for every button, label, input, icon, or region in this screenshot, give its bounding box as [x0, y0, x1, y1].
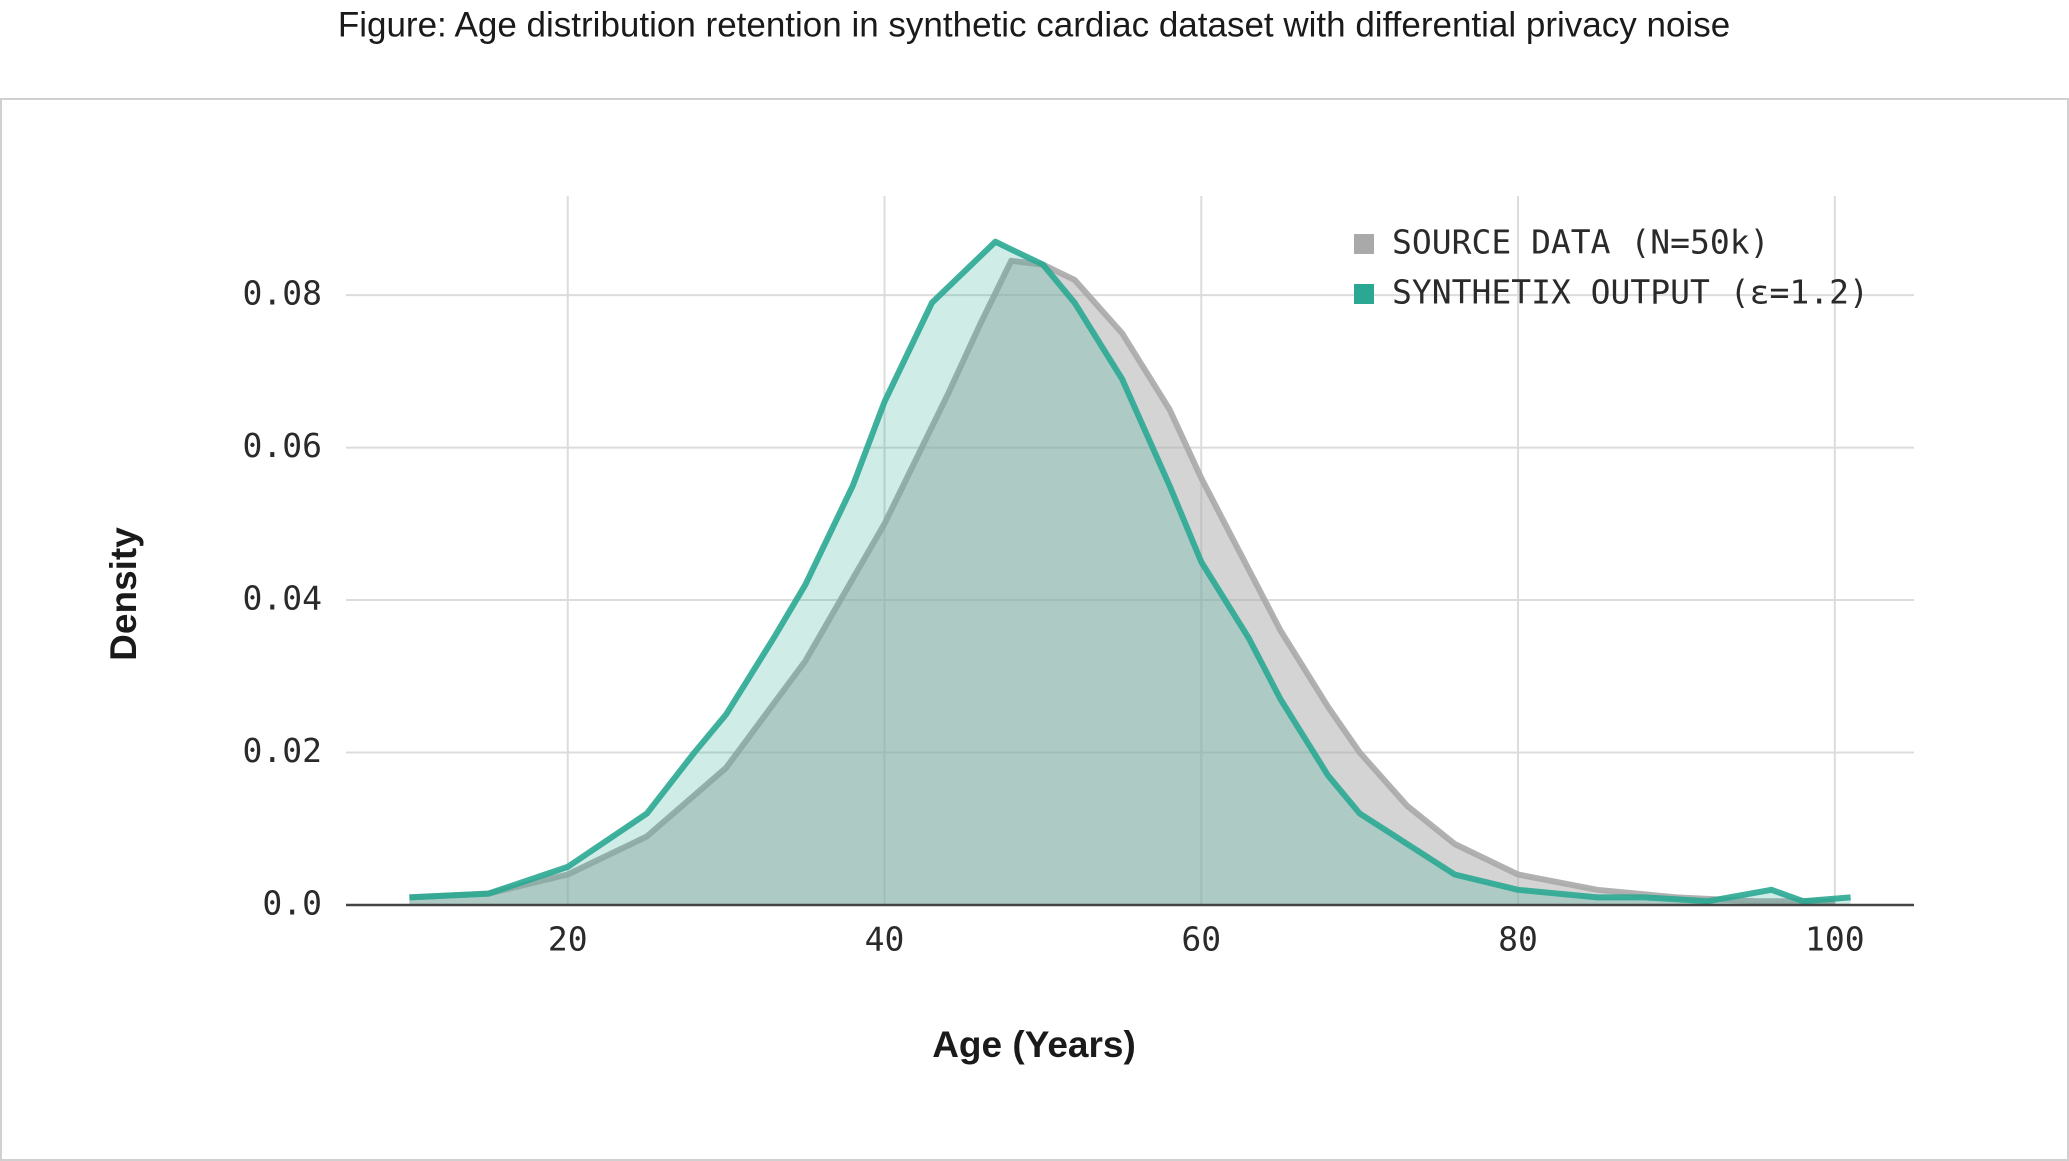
legend-swatch: [1354, 284, 1374, 304]
y-tick-label: 0.08: [243, 274, 322, 313]
y-tick-label: 0.02: [243, 731, 322, 770]
y-axis-label: Density: [103, 527, 144, 661]
x-tick-label: 40: [865, 920, 905, 959]
line: [409, 257, 1835, 905]
x-tick-label: 100: [1805, 920, 1865, 959]
frame: [0, 98, 2069, 1161]
x-tick-label: 60: [1181, 920, 1221, 959]
area: [409, 260, 1835, 905]
x-axis-label: Age (Years): [932, 1024, 1136, 1065]
y-tick-label: 0.06: [243, 426, 322, 465]
legend-label: SYNTHETIX OUTPUT (ε=1.2): [1392, 273, 1869, 312]
line: [409, 238, 1851, 905]
x-tick-label: 80: [1498, 920, 1538, 959]
area: [409, 241, 1851, 905]
y-tick-label: 0.04: [243, 579, 322, 618]
chart-title: Figure: Age distribution retention in sy…: [338, 5, 1730, 44]
legend-swatch: [1354, 234, 1374, 254]
legend-label: SOURCE DATA (N=50k): [1392, 223, 1770, 262]
x-tick-label: 20: [548, 920, 588, 959]
y-tick-label: 0.0: [262, 884, 322, 923]
